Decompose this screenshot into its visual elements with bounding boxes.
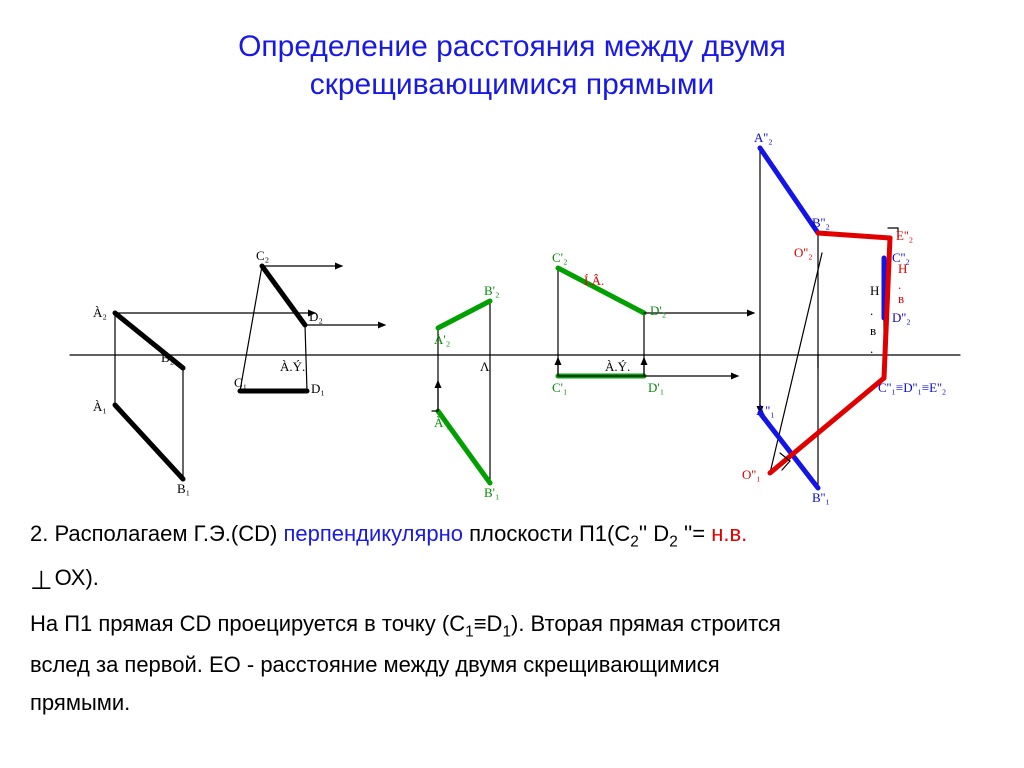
svg-text:.: . bbox=[898, 305, 901, 320]
diagram-canvas: À₂ B₂ C₂ D₂ À₁ B₁ C₁ D₁ À.Ý. À'₂ B'₂ C'₂ D'₂ À'₁ B'₁ C'… bbox=[0, 103, 1024, 513]
t: ). Вторая прямая строится bbox=[511, 611, 781, 636]
svg-text:B₁: B₁ bbox=[177, 481, 190, 496]
paragraph-1b: ⊥ОХ). bbox=[30, 556, 1006, 596]
svg-text:D''₂: D''₂ bbox=[892, 310, 911, 325]
svg-text:Λ: Λ bbox=[480, 359, 490, 374]
svg-text:.: . bbox=[898, 277, 901, 292]
t: прямыми. bbox=[30, 690, 130, 715]
svg-text:À₁: À₁ bbox=[93, 399, 107, 414]
svg-text:B'₁: B'₁ bbox=[484, 485, 500, 500]
t: н.в. bbox=[711, 521, 747, 546]
svg-text:À.Ý.: À.Ý. bbox=[280, 359, 305, 374]
t: 1 bbox=[502, 623, 511, 640]
svg-text:À₂: À₂ bbox=[93, 305, 107, 320]
svg-text:D'₁: D'₁ bbox=[648, 380, 664, 395]
svg-text:O''₂: O''₂ bbox=[794, 245, 813, 260]
t: ОХ). bbox=[55, 565, 99, 590]
t: перпендикулярно bbox=[283, 521, 463, 546]
perp-symbol: ⊥ bbox=[30, 560, 53, 600]
svg-text:A''₂: A''₂ bbox=[754, 130, 773, 145]
t: ≡D bbox=[474, 611, 503, 636]
svg-text:À'₂: À'₂ bbox=[434, 332, 450, 347]
svg-text:в: в bbox=[870, 323, 876, 338]
svg-text:C₂: C₂ bbox=[256, 248, 269, 263]
page-title: Определение расстояния между двумя скрещ… bbox=[0, 0, 1024, 103]
svg-text:D₂: D₂ bbox=[309, 309, 323, 324]
paragraph-3: вслед за первой. ЕО - расстояние между д… bbox=[30, 648, 1006, 682]
t: '' D bbox=[639, 521, 669, 546]
svg-text:.: . bbox=[870, 303, 873, 318]
svg-text:Í.Â.: Í.Â. bbox=[584, 273, 604, 288]
svg-text:D₁: D₁ bbox=[311, 381, 325, 396]
paragraph-1: 2. Располагаем Г.Э.(СD) перпендикулярно … bbox=[30, 517, 1006, 554]
svg-text:.: . bbox=[870, 341, 873, 356]
svg-text:À'₁: À'₁ bbox=[434, 415, 450, 430]
svg-text:Н: Н bbox=[870, 283, 879, 298]
t: 1 bbox=[465, 623, 474, 640]
t: ''= bbox=[678, 521, 711, 546]
svg-text:B''₁: B''₁ bbox=[812, 490, 830, 505]
body-text: 2. Располагаем Г.Э.(СD) перпендикулярно … bbox=[0, 517, 1024, 720]
t: 2 bbox=[630, 533, 639, 550]
paragraph-2: На П1 прямая CD проецируется в точку (С1… bbox=[30, 607, 1006, 644]
svg-text:B''₂: B''₂ bbox=[812, 215, 830, 230]
svg-text:B'₂: B'₂ bbox=[484, 283, 500, 298]
t: На П1 прямая CD проецируется в точку (С bbox=[30, 611, 465, 636]
svg-text:À.Ý.: À.Ý. bbox=[605, 359, 630, 374]
svg-text:D'₂: D'₂ bbox=[650, 303, 666, 318]
svg-text:O''₁: O''₁ bbox=[742, 467, 761, 482]
paragraph-4: прямыми. bbox=[30, 686, 1006, 720]
title-line-1: Определение расстояния между двумя bbox=[238, 30, 786, 63]
t: 2. Располагаем Г.Э.(СD) bbox=[30, 521, 283, 546]
svg-text:E''₂: E''₂ bbox=[896, 228, 913, 243]
t: 2 bbox=[669, 533, 678, 550]
t: плоскости П1(С bbox=[463, 521, 630, 546]
svg-text:B₂: B₂ bbox=[161, 350, 174, 365]
t: вслед за первой. ЕО - расстояние между д… bbox=[30, 652, 720, 677]
svg-text:Н: Н bbox=[898, 261, 907, 276]
svg-text:À''₁: À''₁ bbox=[756, 403, 775, 418]
svg-text:C'₁: C'₁ bbox=[552, 380, 568, 395]
svg-text:C'₂: C'₂ bbox=[552, 250, 568, 265]
svg-text:C₁: C₁ bbox=[234, 375, 247, 390]
title-line-2: скрещивающимися прямыми bbox=[310, 68, 715, 101]
svg-text:в: в bbox=[898, 291, 904, 306]
svg-text:C''₁≡D''₁≡E''₂: C''₁≡D''₁≡E''₂ bbox=[878, 380, 946, 395]
